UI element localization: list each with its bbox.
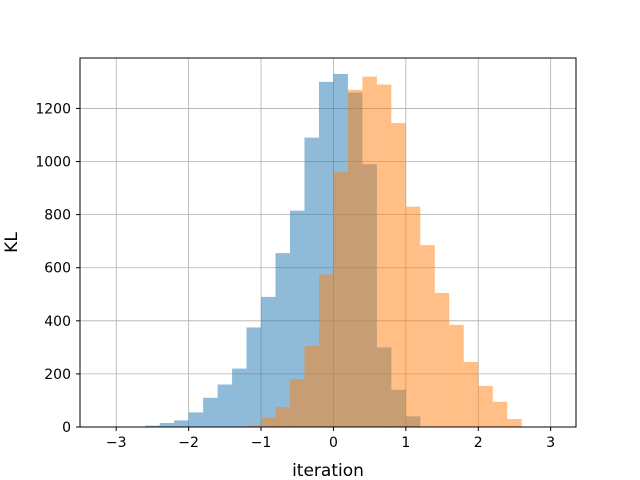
histogram-bar [376, 84, 392, 428]
y-tick-label: 1000 [35, 155, 71, 171]
x-tick-label: 1 [401, 435, 410, 451]
x-tick-label: 0 [329, 435, 338, 451]
histogram-bar [362, 76, 377, 427]
histogram-bar [492, 401, 508, 427]
histogram-bar [289, 210, 305, 427]
x-axis-label: iteration [292, 461, 364, 480]
histogram-bar [275, 253, 290, 427]
histogram-bar [246, 327, 262, 427]
histogram-bar [188, 412, 204, 427]
x-tick-label: 2 [474, 435, 483, 451]
y-tick-label: 200 [44, 367, 71, 383]
histogram-bar [507, 419, 522, 427]
plot-frame [79, 57, 577, 428]
y-axis-label: KL [2, 232, 22, 253]
histogram-bar [145, 425, 160, 427]
histogram-bar [449, 324, 464, 427]
x-tick-label: −2 [178, 435, 199, 451]
histogram-bar [159, 423, 175, 427]
histogram-bar [420, 245, 435, 427]
histogram-bars [145, 73, 522, 428]
histogram-bar [174, 420, 189, 427]
axis-ticks: −3 −2 −1 0 1 2 3 0 200 400 600 800 1000 1200 [35, 101, 555, 451]
y-tick-label: 0 [62, 420, 71, 436]
histogram-bar [347, 89, 363, 428]
histogram-bar [203, 397, 218, 427]
y-tick-label: 1200 [35, 101, 71, 117]
histogram-bar [261, 296, 276, 427]
histogram-bar [232, 368, 247, 427]
histogram-bar [275, 407, 290, 427]
histogram-bar [463, 361, 479, 427]
histogram-bar [434, 292, 450, 427]
y-tick-label: 600 [44, 261, 71, 277]
histogram-bar [333, 172, 348, 427]
histogram-bar [391, 123, 406, 428]
histogram-bar [246, 425, 262, 427]
histogram-bar [304, 346, 319, 427]
histogram-bar [478, 385, 493, 427]
x-tick-label: −3 [106, 435, 127, 451]
histogram-bar [261, 417, 276, 427]
histogram-bar [405, 206, 421, 427]
x-tick-label: −1 [251, 435, 272, 451]
histogram-bar [318, 274, 334, 427]
x-tick-label: 3 [546, 435, 555, 451]
y-tick-label: 400 [44, 314, 71, 330]
histogram-bar [217, 384, 233, 427]
histogram-bar [289, 379, 305, 427]
y-tick-label: 800 [44, 208, 71, 224]
